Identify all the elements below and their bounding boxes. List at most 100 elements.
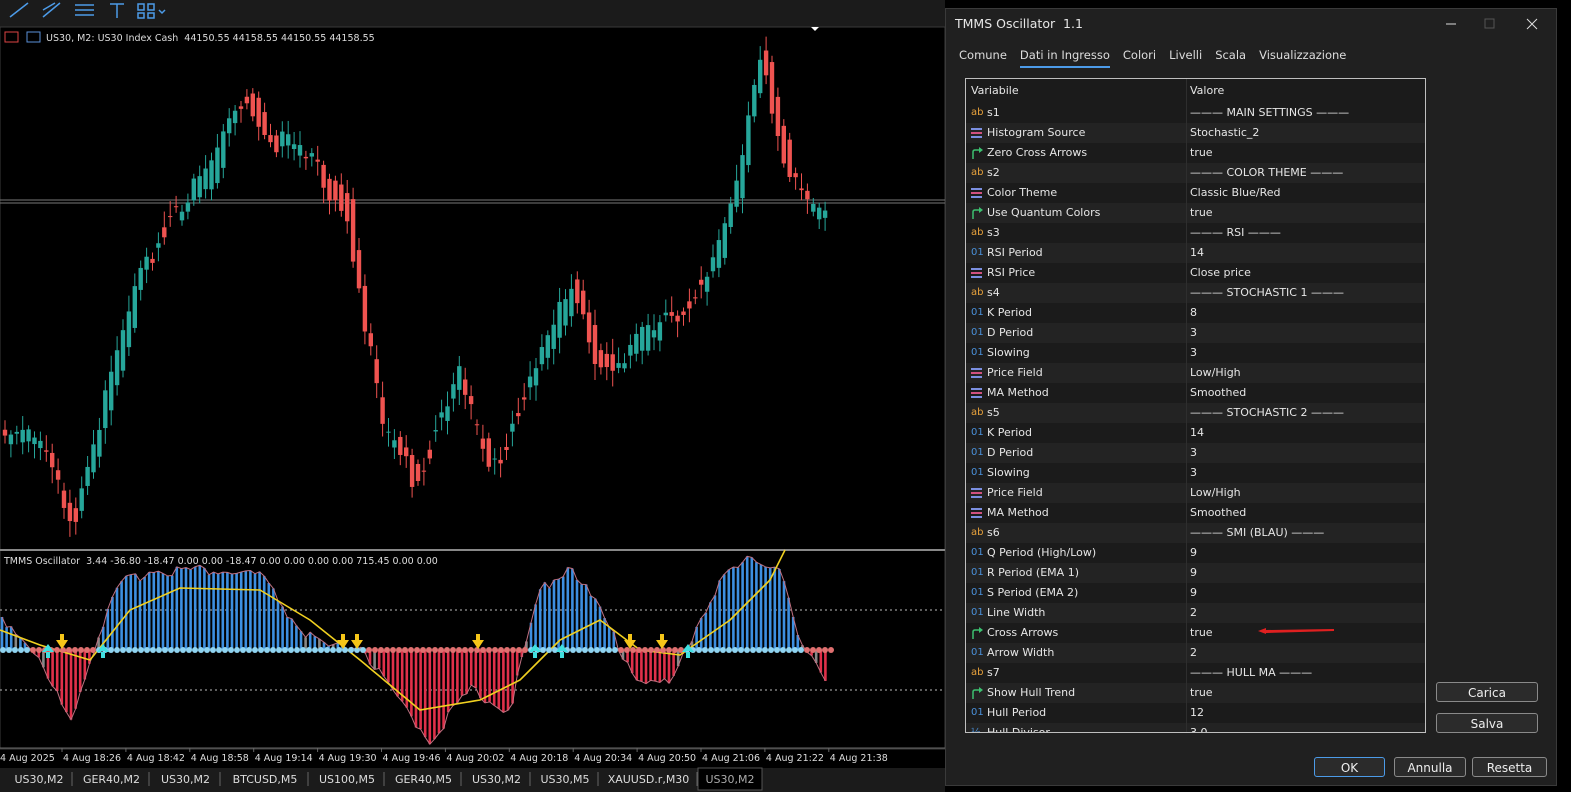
candle-body (91, 444, 96, 473)
shapes-dropdown[interactable] (158, 9, 166, 15)
toolbar-icons[interactable] (9, 2, 166, 19)
candle-body (250, 93, 255, 117)
param-value: 14 (1190, 246, 1204, 259)
dialog-tab[interactable]: Comune (959, 48, 1007, 62)
param-icon (971, 128, 986, 138)
cross-arrow-down (656, 634, 668, 649)
param-row[interactable]: Histogram Source Stochastic_2 (966, 123, 1425, 143)
symbol-tab[interactable]: US30,M2 (472, 773, 521, 786)
param-value: true (1190, 626, 1213, 639)
param-name-cell: Price Field (966, 363, 1187, 383)
param-name-cell: 01 Hull Period (966, 703, 1187, 723)
candle-body (350, 199, 356, 262)
param-row[interactable]: 01 K Period 8 (966, 303, 1425, 323)
button[interactable]: OK (1314, 757, 1385, 777)
param-value: ——— SMI (BLAU) ——— (1190, 526, 1325, 539)
param-row[interactable]: 01 R Period (EMA 1) 9 (966, 563, 1425, 583)
chart-icon (26, 31, 41, 43)
param-row[interactable]: Zero Cross Arrows true (966, 143, 1425, 163)
button[interactable]: Salva (1436, 713, 1538, 733)
symbol-tab[interactable]: US30,M2 (14, 773, 63, 786)
time-label: 4 Aug 21:38 (830, 753, 888, 764)
candle-body (569, 288, 574, 317)
param-row[interactable]: ab s4 ——— STOCHASTIC 1 ——— (966, 283, 1425, 303)
param-row[interactable]: ab s6 ——— SMI (BLAU) ——— (966, 523, 1425, 543)
param-row[interactable]: Color Theme Classic Blue/Red (966, 183, 1425, 203)
param-row[interactable]: ab s1 ——— MAIN SETTINGS ——— (966, 103, 1425, 123)
param-row[interactable]: ab s7 ——— HULL MA ——— (966, 663, 1425, 683)
param-row[interactable]: Show Hull Trend true (966, 683, 1425, 703)
param-name-cell: ab s6 (966, 523, 1187, 543)
param-row[interactable]: 01 S Period (EMA 2) 9 (966, 583, 1425, 603)
candle-body (563, 299, 568, 326)
param-row[interactable]: ab s3 ——— RSI ——— (966, 223, 1425, 243)
param-row[interactable]: RSI Price Close price (966, 263, 1425, 283)
dialog-tab[interactable]: Visualizzazione (1259, 48, 1347, 62)
dialog-tab[interactable]: Colori (1122, 48, 1157, 62)
dialog-tab[interactable]: Dati in Ingresso (1019, 48, 1110, 68)
candle-body (339, 184, 344, 211)
candle-body (545, 335, 550, 358)
symbol-tab[interactable]: US30,M5 (540, 773, 589, 786)
param-name: Price Field (987, 486, 1043, 499)
icon-shape (971, 496, 982, 498)
param-row[interactable]: Use Quantum Colors true (966, 203, 1425, 223)
param-row[interactable]: 01 D Period 3 (966, 443, 1425, 463)
zero-dot (348, 647, 354, 653)
param-row[interactable]: 01 Slowing 3 (966, 343, 1425, 363)
line-tool[interactable] (9, 2, 29, 18)
channel-tool[interactable] (42, 2, 61, 18)
candle-body (628, 344, 633, 356)
candle-body (640, 326, 645, 351)
text-tool[interactable] (110, 3, 124, 18)
symbol-tab[interactable]: BTCUSD,M5 (233, 773, 298, 786)
symbol-tab[interactable]: US30,M2 (705, 773, 754, 786)
candle-body (203, 168, 208, 190)
param-row[interactable]: 01 K Period 14 (966, 423, 1425, 443)
param-row[interactable]: ab s5 ——— STOCHASTIC 2 ——— (966, 403, 1425, 423)
param-row[interactable]: MA Method Smoothed (966, 383, 1425, 403)
cross-arrow-up (529, 644, 541, 658)
time-label: 4 Aug 21:06 (702, 753, 760, 764)
param-icon: ab (971, 527, 984, 538)
param-row[interactable]: 01 Slowing 3 (966, 463, 1425, 483)
param-row[interactable]: ab s2 ——— COLOR THEME ——— (966, 163, 1425, 183)
param-name-cell: ab s1 (966, 103, 1187, 123)
param-row[interactable]: 01 Hull Period 12 (966, 703, 1425, 723)
param-row[interactable]: Cross Arrows true (966, 623, 1425, 643)
zero-dot (246, 647, 252, 653)
zero-dot (366, 647, 372, 653)
zero-dot (216, 647, 222, 653)
fib-tool[interactable] (75, 4, 94, 16)
param-value: Low/High (1190, 366, 1241, 379)
symbol-tab[interactable]: GER40,M5 (395, 773, 452, 786)
chart-icon (4, 31, 19, 43)
time-label: 4 Aug 20:02 (446, 753, 504, 764)
param-name-cell: Use Quantum Colors (966, 203, 1187, 223)
zero-dot (330, 647, 336, 653)
close[interactable] (1526, 18, 1538, 30)
param-icon: 01 (971, 327, 984, 338)
param-row[interactable]: 01 Arrow Width 2 (966, 643, 1425, 663)
param-row[interactable]: ½ Hull Divisor 3.0 (966, 723, 1425, 732)
param-row[interactable]: 01 Q Period (High/Low) 9 (966, 543, 1425, 563)
zero-dot (414, 647, 420, 653)
symbol-tab[interactable]: GER40,M2 (83, 773, 140, 786)
symbol-tab[interactable]: US30,M2 (161, 773, 210, 786)
symbol-tab[interactable]: XAUUSD.r,M30 (608, 773, 690, 786)
param-icon: 01 (971, 447, 984, 458)
dialog-tab[interactable]: Livelli (1169, 48, 1203, 62)
button[interactable]: Annulla (1394, 757, 1466, 777)
param-row[interactable]: Price Field Low/High (966, 483, 1425, 503)
button[interactable]: Resetta (1472, 757, 1547, 777)
param-row[interactable]: 01 D Period 3 (966, 323, 1425, 343)
button[interactable]: Carica (1436, 682, 1538, 702)
shapes-tool[interactable] (137, 3, 155, 19)
dialog-tab[interactable]: Scala (1215, 48, 1247, 62)
candle-body (722, 223, 727, 258)
param-row[interactable]: MA Method Smoothed (966, 503, 1425, 523)
param-row[interactable]: 01 Line Width 2 (966, 603, 1425, 623)
param-row[interactable]: Price Field Low/High (966, 363, 1425, 383)
symbol-tab[interactable]: US100,M5 (319, 773, 375, 786)
param-row[interactable]: 01 RSI Period 14 (966, 243, 1425, 263)
